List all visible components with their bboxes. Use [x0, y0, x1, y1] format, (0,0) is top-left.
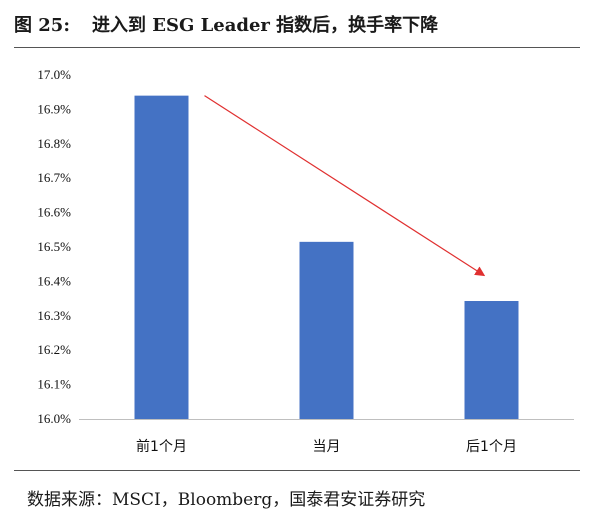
- x-tick-label: 当月: [313, 439, 341, 455]
- x-tick-label: 前1个月: [136, 438, 187, 455]
- figure-title: 图 25: 进入到 ESG Leader 指数后，换手率下降: [14, 11, 438, 37]
- figure-title-text: 进入到 ESG Leader 指数后，换手率下降: [91, 15, 439, 36]
- source-divider: [14, 470, 580, 471]
- figure-number: 图 25:: [14, 15, 70, 36]
- title-divider: [14, 47, 580, 48]
- y-tick-label: 16.3%: [37, 308, 71, 323]
- bars: [134, 95, 519, 419]
- y-tick-label: 16.9%: [37, 101, 71, 116]
- y-tick-label: 16.2%: [37, 342, 71, 357]
- x-tick-label: 后1个月: [466, 439, 517, 455]
- y-tick-label: 16.8%: [37, 136, 71, 151]
- chart-canvas: 16.0% 16.1% 16.2% 16.3% 16.4% 16.5% 16.6% 16.7%…: [37, 67, 574, 455]
- y-axis-ticks: 16.0% 16.1% 16.2% 16.3% 16.4% 16.5% 16.6% 16.7%…: [37, 67, 71, 426]
- y-tick-label: 16.1%: [37, 377, 71, 392]
- y-tick-label: 16.5%: [37, 239, 71, 254]
- y-tick-label: 16.7%: [37, 170, 71, 185]
- trend-arrow: [204, 95, 486, 277]
- y-tick-label: 16.6%: [37, 205, 71, 220]
- x-axis-labels: 前1个月 当月 后1个月: [136, 438, 517, 455]
- y-tick-label: 16.4%: [37, 273, 71, 288]
- y-tick-label: 16.0%: [37, 411, 71, 426]
- source-note: 数据来源：MSCI，Bloomberg，国泰君安证券研究: [27, 490, 426, 510]
- y-tick-label: 17.0%: [37, 67, 71, 82]
- bar-1: [134, 95, 189, 419]
- bar-chart: 16.0% 16.1% 16.2% 16.3% 16.4% 16.5% 16.6% 16.7%…: [0, 48, 600, 468]
- bar-2: [299, 241, 354, 419]
- bar-3: [464, 301, 519, 419]
